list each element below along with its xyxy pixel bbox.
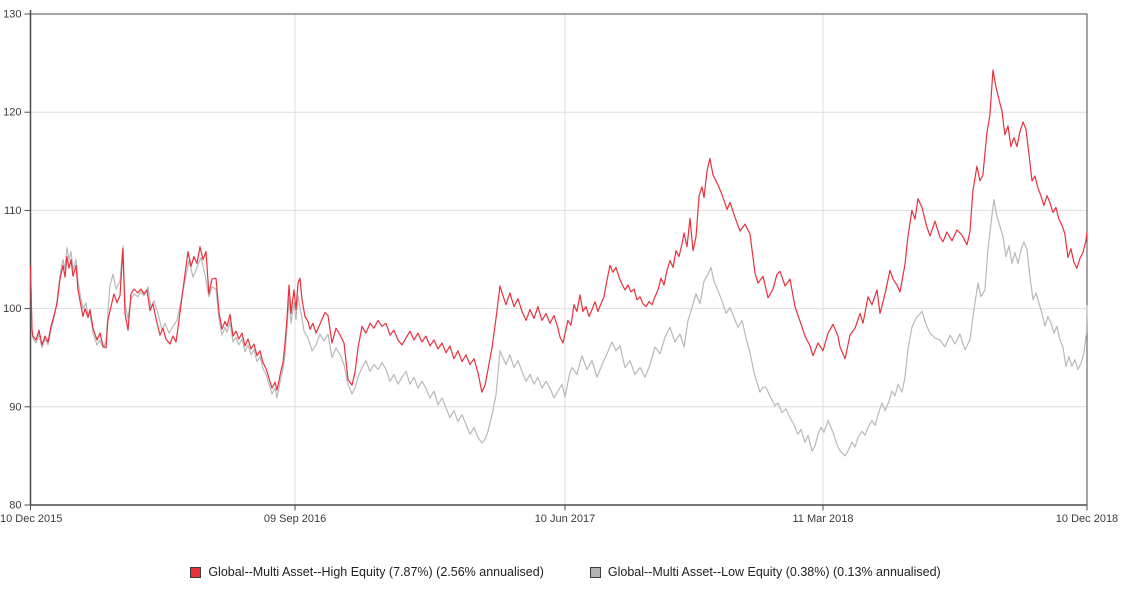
y-tick-label: 80 — [9, 500, 21, 512]
x-tick-label: 09 Sep 2016 — [264, 513, 326, 525]
legend-swatch-icon — [589, 566, 601, 578]
y-tick-label: 130 — [3, 9, 21, 21]
series-line-low-equity[interactable] — [29, 199, 1088, 457]
legend-item-high-equity[interactable]: Global--Multi Asset--High Equity (7.87%)… — [190, 565, 544, 579]
legend-swatch-icon — [190, 566, 202, 578]
series-line-high-equity[interactable] — [29, 69, 1088, 393]
x-tick-label: 10 Dec 2018 — [1056, 513, 1118, 525]
x-tick-label: 10 Jun 2017 — [535, 513, 596, 525]
chart-legend: Global--Multi Asset--High Equity (7.87%)… — [0, 565, 1131, 579]
y-tick-label: 100 — [3, 303, 21, 315]
legend-item-low-equity[interactable]: Global--Multi Asset--Low Equity (0.38%) … — [589, 565, 941, 579]
x-tick-label: 10 Dec 2015 — [0, 513, 62, 525]
x-tick-label: 11 Mar 2018 — [793, 513, 854, 525]
y-tick-label: 90 — [9, 401, 21, 413]
y-tick-label: 120 — [3, 107, 21, 119]
y-tick-label: 110 — [4, 205, 22, 217]
legend-label: Global--Multi Asset--Low Equity (0.38%) … — [607, 565, 941, 579]
plot-border — [30, 13, 1088, 506]
legend-label: Global--Multi Asset--High Equity (7.87%)… — [208, 565, 544, 579]
